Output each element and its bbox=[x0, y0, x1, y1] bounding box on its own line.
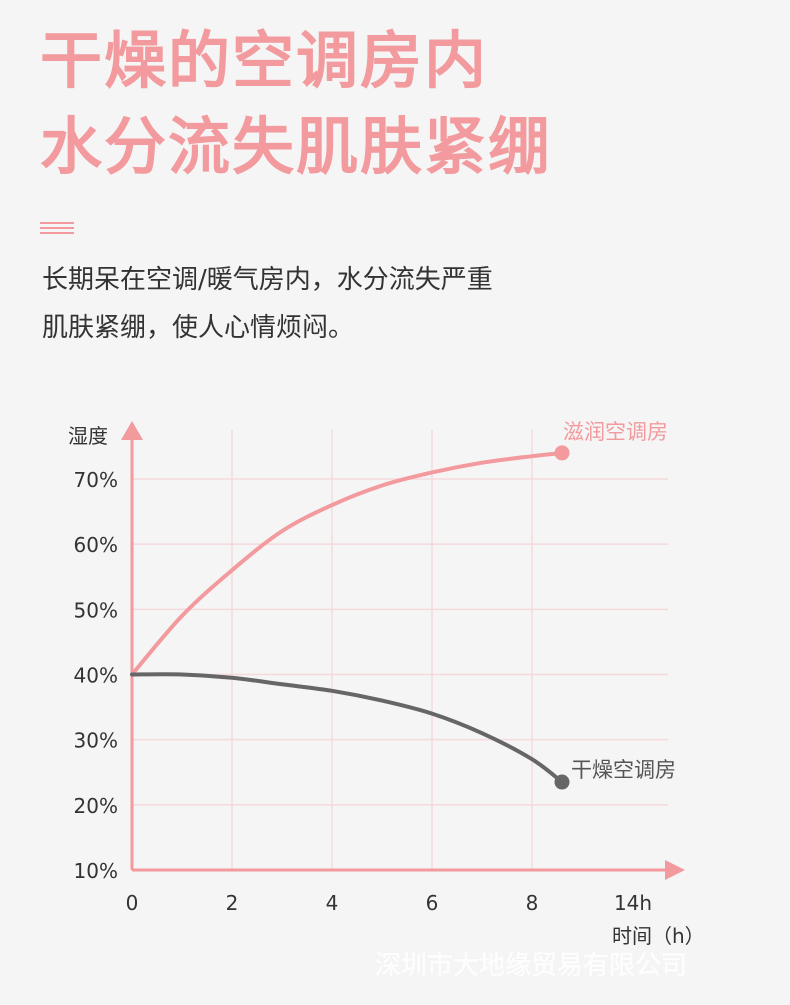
y-axis-label: 湿度 bbox=[68, 424, 108, 448]
y-tick-label: 60% bbox=[74, 533, 118, 557]
series-endpoint-dry bbox=[554, 774, 570, 790]
series-endpoint-moist bbox=[554, 445, 570, 461]
series-line-dry bbox=[130, 672, 564, 785]
headline-line-1: 干燥的空调房内 bbox=[40, 24, 489, 97]
grid-lines bbox=[132, 430, 668, 870]
series-label-dry: 干燥空调房 bbox=[571, 758, 676, 782]
x-tick-label: 2 bbox=[226, 891, 239, 915]
y-tick-label: 10% bbox=[74, 859, 118, 883]
x-tick-label: 4 bbox=[326, 891, 339, 915]
x-tick-label: 6 bbox=[426, 891, 439, 915]
description: 长期呆在空调/暖气房内，水分流失严重 肌肤紧绷，使人心情烦闷。 bbox=[42, 256, 493, 352]
y-tick-label: 50% bbox=[74, 598, 118, 622]
x-axis-arrow-icon bbox=[665, 860, 685, 880]
x-axis-label: 时间（h） bbox=[612, 924, 705, 945]
y-tick-label: 30% bbox=[74, 729, 118, 753]
x-tick-label: 14h bbox=[614, 891, 652, 915]
x-tick-label: 8 bbox=[526, 891, 539, 915]
y-tick-label: 40% bbox=[74, 664, 118, 688]
headline: 干燥的空调房内 水分流失肌肤紧绷 bbox=[40, 18, 552, 190]
y-axis-arrow-icon bbox=[121, 421, 143, 440]
y-tick-label: 70% bbox=[74, 468, 118, 492]
description-line-1: 长期呆在空调/暖气房内，水分流失严重 bbox=[42, 265, 493, 295]
divider-icon bbox=[40, 222, 74, 237]
y-tick-label: 20% bbox=[74, 794, 118, 818]
headline-line-2: 水分流失肌肤紧绷 bbox=[40, 110, 553, 183]
series-label-moist: 滋润空调房 bbox=[563, 420, 668, 444]
description-line-2: 肌肤紧绷，使人心情烦闷。 bbox=[42, 313, 355, 343]
series-line-moist bbox=[130, 450, 564, 677]
watermark: 深圳市大地缘贸易有限公司 bbox=[375, 951, 688, 981]
x-tick-label: 0 bbox=[126, 891, 139, 915]
